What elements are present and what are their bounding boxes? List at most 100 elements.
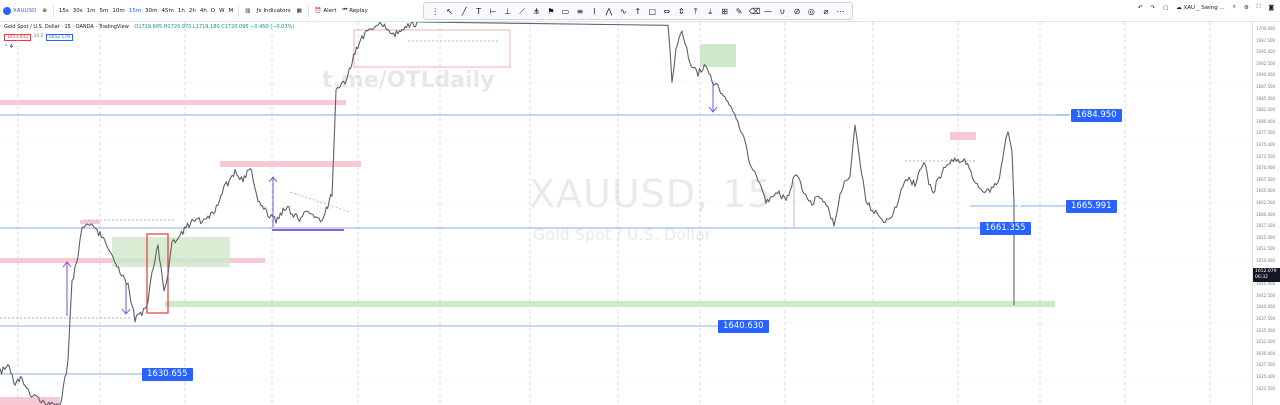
replay-label: Replay xyxy=(349,7,368,14)
price-range-icon[interactable]: ⇕ xyxy=(677,6,685,16)
price-tick: 1650.000 xyxy=(1256,258,1276,263)
symbol-logo-icon xyxy=(3,6,11,15)
camera-icon[interactable]: ◙ xyxy=(1268,4,1274,11)
date-range-icon[interactable]: ⇔ xyxy=(663,6,671,16)
interval-15m[interactable]: 15m xyxy=(128,7,142,14)
rectangle-icon[interactable]: □ xyxy=(648,6,657,16)
price-tick: 1697.500 xyxy=(1256,37,1276,43)
arrow-up-icon[interactable]: ↑ xyxy=(634,6,642,16)
price-tick: 1687.500 xyxy=(1256,84,1276,89)
price-tick: 1657.500 xyxy=(1256,223,1276,229)
price-series xyxy=(0,22,1015,405)
redo-icon[interactable]: ↷ xyxy=(1150,4,1156,11)
dash-icon[interactable]: — xyxy=(764,6,773,16)
fib-icon[interactable]: ≡ xyxy=(576,6,584,16)
fullscreen-icon[interactable]: ⛶ xyxy=(1256,4,1261,10)
price-tick: 1690.000 xyxy=(1256,72,1276,78)
level-label-1684[interactable]: 1684.950 xyxy=(1071,109,1122,122)
level-label-1630[interactable]: 1630.655 xyxy=(142,368,193,381)
zigzag-icon[interactable]: ⋀ xyxy=(605,6,613,16)
price-tick: 1622.500 xyxy=(1256,385,1276,391)
add-symbol-button[interactable]: ⊕ xyxy=(42,7,47,14)
lock-icon[interactable]: ⊘ xyxy=(793,6,801,16)
price-tick: 1630.000 xyxy=(1256,350,1276,356)
interval-D[interactable]: D xyxy=(210,7,216,14)
vertical-line-icon[interactable]: ⊥ xyxy=(504,6,512,16)
price-tick: 1680.000 xyxy=(1256,118,1276,124)
symbol-search-button[interactable]: XAUUSD xyxy=(0,3,39,19)
arrow-down-head xyxy=(121,308,131,315)
indicators-button[interactable]: ƒx Indicators xyxy=(253,3,293,19)
demand-zone xyxy=(165,301,1055,307)
layout-name-label: XAU _ Swing ... xyxy=(1183,4,1225,11)
price-tick: 1667.500 xyxy=(1256,176,1276,182)
symbol-watermark: XAUUSD, 15 xyxy=(529,172,773,216)
settings-icon[interactable]: ⚙ xyxy=(1243,4,1249,11)
interval-4h[interactable]: 4h xyxy=(199,7,207,14)
price-tick: 1660.000 xyxy=(1256,211,1276,217)
measure-icon[interactable]: ⊞ xyxy=(721,6,728,16)
interval-1h[interactable]: 1h xyxy=(177,7,185,14)
buy-button[interactable]: 1652.179 xyxy=(45,34,73,41)
price-tick: 1625.000 xyxy=(1256,374,1276,379)
interval-45m[interactable]: 45m xyxy=(161,7,174,14)
short-position-icon[interactable]: ⤓ xyxy=(708,6,712,16)
highlight-box xyxy=(353,29,511,68)
cursor-icon[interactable]: ↖ xyxy=(446,6,454,16)
text-tool-icon[interactable]: T xyxy=(476,6,482,16)
price-tick: 1642.500 xyxy=(1256,292,1276,298)
long-position-icon[interactable]: ⤒ xyxy=(693,6,698,16)
supply-zone xyxy=(220,161,361,167)
description-watermark: Gold Spot / U.S. Dollar xyxy=(533,225,712,244)
drag-handle-icon[interactable]: ⋮ xyxy=(431,6,440,16)
chart-type-button[interactable]: ▥ xyxy=(245,7,251,14)
layout-icon[interactable]: ▢ xyxy=(1163,4,1169,11)
callout-icon[interactable]: ▭ xyxy=(561,6,570,16)
more-icon[interactable]: ⋯ xyxy=(836,6,845,16)
price-tick: 1677.500 xyxy=(1256,130,1276,136)
eraser-icon[interactable]: ⌫ xyxy=(749,6,761,16)
level-label-1665[interactable]: 1665.991 xyxy=(1066,200,1117,213)
ohlc-values: O1719.605 H1720.970 L1719.180 C1720.095 … xyxy=(134,24,295,30)
price-tick: 1675.000 xyxy=(1256,142,1276,147)
interval-30m[interactable]: 30m xyxy=(145,7,158,14)
level-label-1661[interactable]: 1661.355 xyxy=(980,222,1031,235)
interval-M[interactable]: M xyxy=(228,7,234,14)
level-label-1640[interactable]: 1640.630 xyxy=(718,320,769,333)
replay-button[interactable]: ⏮ Replay xyxy=(340,3,371,19)
interval-10m[interactable]: 10m xyxy=(112,7,125,14)
ray-icon[interactable]: ⟋ xyxy=(519,6,525,16)
price-axis[interactable]: 1700.000 1697.500 1695.000 1692.500 1690.000… xyxy=(1252,22,1280,405)
visibility-icon[interactable]: ◎ xyxy=(807,6,815,16)
interval-5m[interactable]: 5m xyxy=(99,7,109,14)
magnet-icon[interactable]: ∪ xyxy=(779,6,786,16)
interval-30s[interactable]: 30s xyxy=(72,7,83,14)
interval-W[interactable]: W xyxy=(219,7,225,14)
collapse-legend-icon[interactable]: ⌃ 4 xyxy=(4,44,13,50)
pitchfork-icon[interactable]: ⋔ xyxy=(533,6,540,16)
undo-icon[interactable]: ↶ xyxy=(1137,4,1143,11)
symbol-description[interactable]: Gold Spot / U.S. Dollar · 15 · OANDA · T… xyxy=(4,24,129,30)
interval-15s[interactable]: 15s xyxy=(58,7,69,14)
cloud-icon: ☁ xyxy=(1176,4,1184,11)
alert-button[interactable]: ⏰ Alert xyxy=(312,3,340,19)
brush-icon[interactable]: ✎ xyxy=(735,6,743,16)
horizontal-line-icon[interactable]: ⊢ xyxy=(489,6,497,16)
delete-icon[interactable]: ⌀ xyxy=(823,6,829,16)
interval-1m[interactable]: 1m xyxy=(86,7,96,14)
elliott-wave-icon[interactable]: ∿ xyxy=(619,6,627,16)
pattern-icon[interactable]: ⌇ xyxy=(592,6,597,16)
chart-pane[interactable] xyxy=(0,22,1252,405)
templates-button[interactable]: ▦ xyxy=(296,7,302,14)
search-icon[interactable]: ⌕ xyxy=(1232,4,1236,10)
price-tick: 1652.500 xyxy=(1256,246,1276,252)
trendline-icon[interactable]: ╱ xyxy=(461,6,467,16)
flag-icon[interactable]: ⚑ xyxy=(547,6,555,16)
arrow-down-head xyxy=(708,106,718,113)
price-tick: 1695.000 xyxy=(1256,49,1276,55)
layout-name-button[interactable]: ☁ XAU _ Swing ... xyxy=(1176,5,1225,11)
price-tick: 1635.000 xyxy=(1256,327,1276,333)
interval-2h[interactable]: 2h xyxy=(188,7,196,14)
alert-icon: ⏰ xyxy=(314,7,324,14)
top-right-tools: ↶ ↷ ▢ ☁ XAU _ Swing ... ⌕ ⚙ ⛶ ◙ xyxy=(1138,4,1274,11)
